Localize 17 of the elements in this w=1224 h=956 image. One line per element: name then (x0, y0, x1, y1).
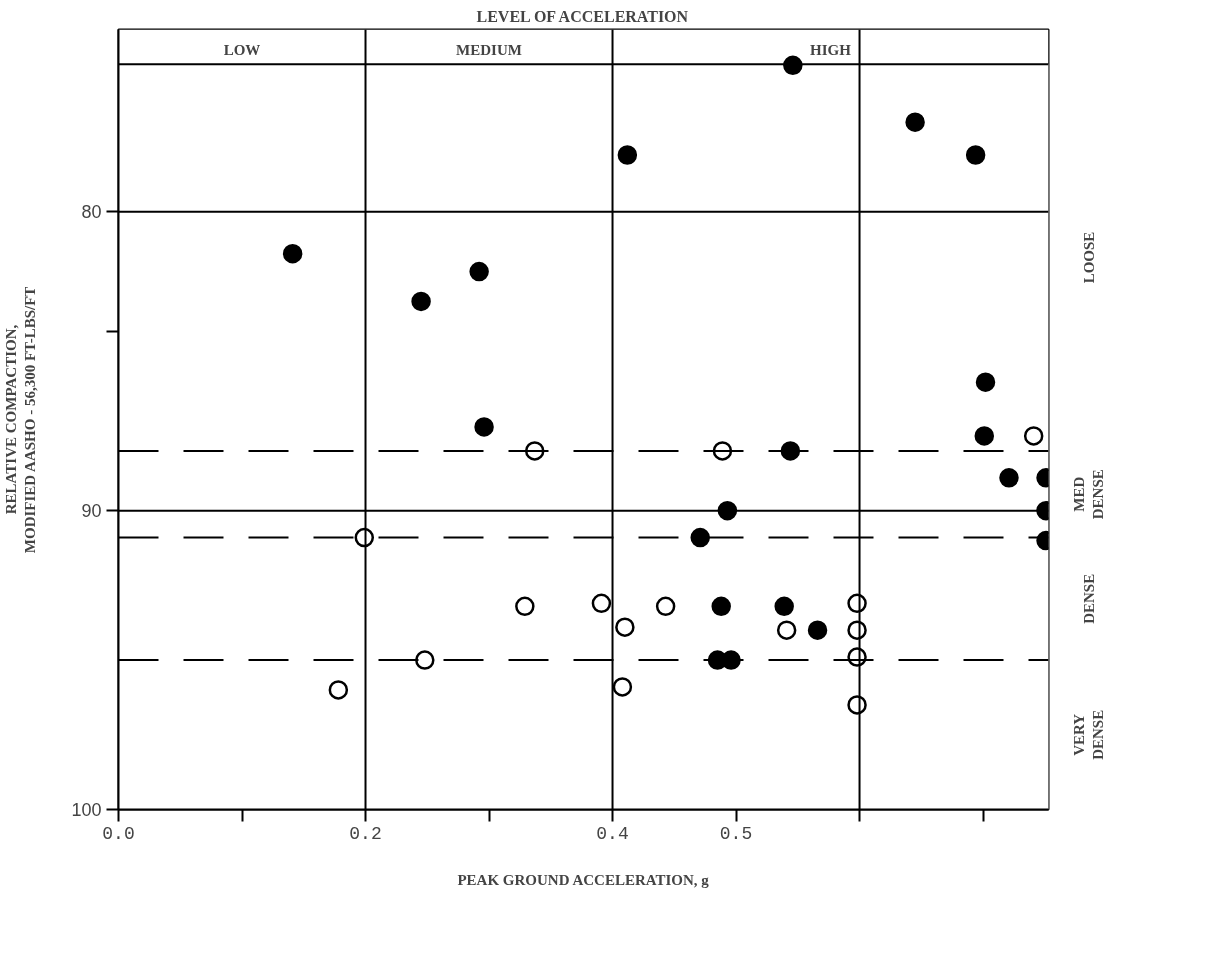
band-label: DENSE (1080, 573, 1097, 624)
y-tick-label: 80 (81, 202, 102, 223)
y-tick-label: 100 (71, 800, 102, 820)
band-label: HIGH (810, 41, 852, 58)
y-tick-label: 90 (81, 501, 102, 522)
band-label: MED DENSE (1070, 469, 1107, 520)
band-label: MEDIUM (456, 41, 522, 58)
y-axis-title: RELATIVE COMPACTION, MODIFIED AASHO - 56,300 FT-LBS/FT (3, 286, 39, 554)
x-tick-label: 0.0 (102, 823, 135, 844)
band-label: VERY DENSE (1070, 709, 1107, 760)
x-tick-label: 0.4 (596, 823, 629, 844)
chart-title: LEVEL OF ACCELERATION (476, 7, 689, 25)
band-label: LOW (223, 41, 261, 58)
x-tick-label: 0.2 (349, 823, 382, 844)
band-label: LOOSE (1080, 231, 1097, 284)
x-axis-title: PEAK GROUND ACCELERATION, g (457, 871, 710, 888)
x-tick-label: 0.5 (719, 823, 753, 844)
